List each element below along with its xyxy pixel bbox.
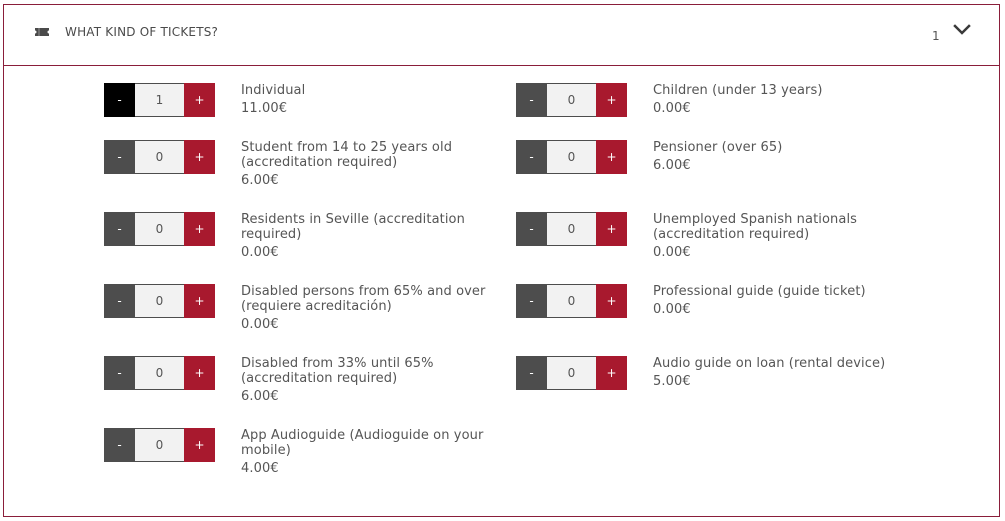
- ticket-name: App Audioguide (Audioguide on your mobil…: [241, 428, 484, 458]
- increment-button[interactable]: +: [184, 428, 215, 462]
- quantity-value[interactable]: 0: [547, 212, 596, 246]
- increment-button[interactable]: +: [596, 140, 627, 174]
- ticket-price: 0.00€: [653, 245, 691, 260]
- ticket-price: 0.00€: [653, 101, 691, 116]
- ticket-price: 4.00€: [241, 461, 279, 476]
- quantity-stepper: - 1 +: [104, 83, 215, 117]
- increment-button[interactable]: +: [184, 356, 215, 390]
- quantity-stepper: - 0 +: [104, 212, 215, 246]
- ticket-info: Unemployed Spanish nationals (accreditat…: [653, 212, 903, 260]
- ticket-price: 6.00€: [241, 389, 279, 404]
- ticket-price: 6.00€: [653, 158, 691, 173]
- quantity-value[interactable]: 0: [547, 284, 596, 318]
- quantity-stepper: - 0 +: [516, 140, 627, 174]
- increment-button[interactable]: +: [596, 284, 627, 318]
- quantity-stepper: - 0 +: [104, 140, 215, 174]
- quantity-value[interactable]: 1: [135, 83, 184, 117]
- ticket-info: Children (under 13 years) 0.00€: [653, 83, 903, 116]
- ticket-name: Disabled from 33% until 65% (accreditati…: [241, 356, 434, 386]
- increment-button[interactable]: +: [596, 212, 627, 246]
- decrement-button[interactable]: -: [516, 212, 547, 246]
- increment-button[interactable]: +: [184, 212, 215, 246]
- increment-button[interactable]: +: [184, 140, 215, 174]
- ticket-price: 0.00€: [653, 302, 691, 317]
- quantity-value[interactable]: 0: [547, 356, 596, 390]
- decrement-button[interactable]: -: [104, 284, 135, 318]
- ticket-name: Student from 14 to 25 years old (accredi…: [241, 140, 453, 170]
- ticket-info: Audio guide on loan (rental device) 5.00…: [653, 356, 903, 389]
- ticket-name: Professional guide (guide ticket): [653, 284, 866, 299]
- tickets-header[interactable]: WHAT KIND OF TICKETS? 1: [4, 5, 999, 66]
- decrement-button[interactable]: -: [516, 356, 547, 390]
- ticket-price: 6.00€: [241, 173, 279, 188]
- ticket-name: Individual: [241, 83, 306, 98]
- ticket-info: Individual 11.00€: [241, 83, 491, 116]
- ticket-name: Audio guide on loan (rental device): [653, 356, 886, 371]
- decrement-button[interactable]: -: [104, 212, 135, 246]
- quantity-value[interactable]: 0: [135, 212, 184, 246]
- decrement-button[interactable]: -: [516, 140, 547, 174]
- quantity-stepper: - 0 +: [516, 83, 627, 117]
- increment-button[interactable]: +: [184, 83, 215, 117]
- quantity-stepper: - 0 +: [516, 212, 627, 246]
- tickets-panel: WHAT KIND OF TICKETS? 1 - 1 + Individual…: [3, 4, 1000, 517]
- quantity-stepper: - 0 +: [104, 284, 215, 318]
- ticket-icon: [35, 28, 49, 36]
- ticket-price: 0.00€: [241, 245, 279, 260]
- ticket-info: Residents in Seville (accreditation requ…: [241, 212, 491, 260]
- quantity-value[interactable]: 0: [135, 140, 184, 174]
- ticket-info: Professional guide (guide ticket) 0.00€: [653, 284, 903, 317]
- ticket-info: Disabled from 33% until 65% (accreditati…: [241, 356, 491, 404]
- decrement-button[interactable]: -: [104, 83, 135, 117]
- ticket-info: Student from 14 to 25 years old (accredi…: [241, 140, 491, 188]
- ticket-name: Residents in Seville (accreditation requ…: [241, 212, 465, 242]
- ticket-info: App Audioguide (Audioguide on your mobil…: [241, 428, 491, 476]
- ticket-price: 5.00€: [653, 374, 691, 389]
- selected-count: 1: [932, 29, 940, 43]
- ticket-name: Unemployed Spanish nationals (accreditat…: [653, 212, 858, 242]
- decrement-button[interactable]: -: [104, 356, 135, 390]
- increment-button[interactable]: +: [596, 356, 627, 390]
- decrement-button[interactable]: -: [516, 284, 547, 318]
- increment-button[interactable]: +: [184, 284, 215, 318]
- quantity-stepper: - 0 +: [516, 284, 627, 318]
- ticket-name: Pensioner (over 65): [653, 140, 783, 155]
- ticket-name: Disabled persons from 65% and over (requ…: [241, 284, 486, 314]
- increment-button[interactable]: +: [596, 83, 627, 117]
- quantity-value[interactable]: 0: [547, 83, 596, 117]
- quantity-value[interactable]: 0: [135, 284, 184, 318]
- tickets-title: WHAT KIND OF TICKETS?: [65, 25, 219, 39]
- quantity-stepper: - 0 +: [104, 428, 215, 462]
- quantity-value[interactable]: 0: [135, 428, 184, 462]
- decrement-button[interactable]: -: [104, 140, 135, 174]
- ticket-name: Children (under 13 years): [653, 83, 823, 98]
- ticket-price: 0.00€: [241, 317, 279, 332]
- quantity-value[interactable]: 0: [135, 356, 184, 390]
- ticket-info: Pensioner (over 65) 6.00€: [653, 140, 903, 173]
- ticket-info: Disabled persons from 65% and over (requ…: [241, 284, 491, 332]
- decrement-button[interactable]: -: [516, 83, 547, 117]
- ticket-price: 11.00€: [241, 101, 288, 116]
- quantity-value[interactable]: 0: [547, 140, 596, 174]
- quantity-stepper: - 0 +: [104, 356, 215, 390]
- quantity-stepper: - 0 +: [516, 356, 627, 390]
- chevron-down-icon[interactable]: [952, 23, 972, 37]
- decrement-button[interactable]: -: [104, 428, 135, 462]
